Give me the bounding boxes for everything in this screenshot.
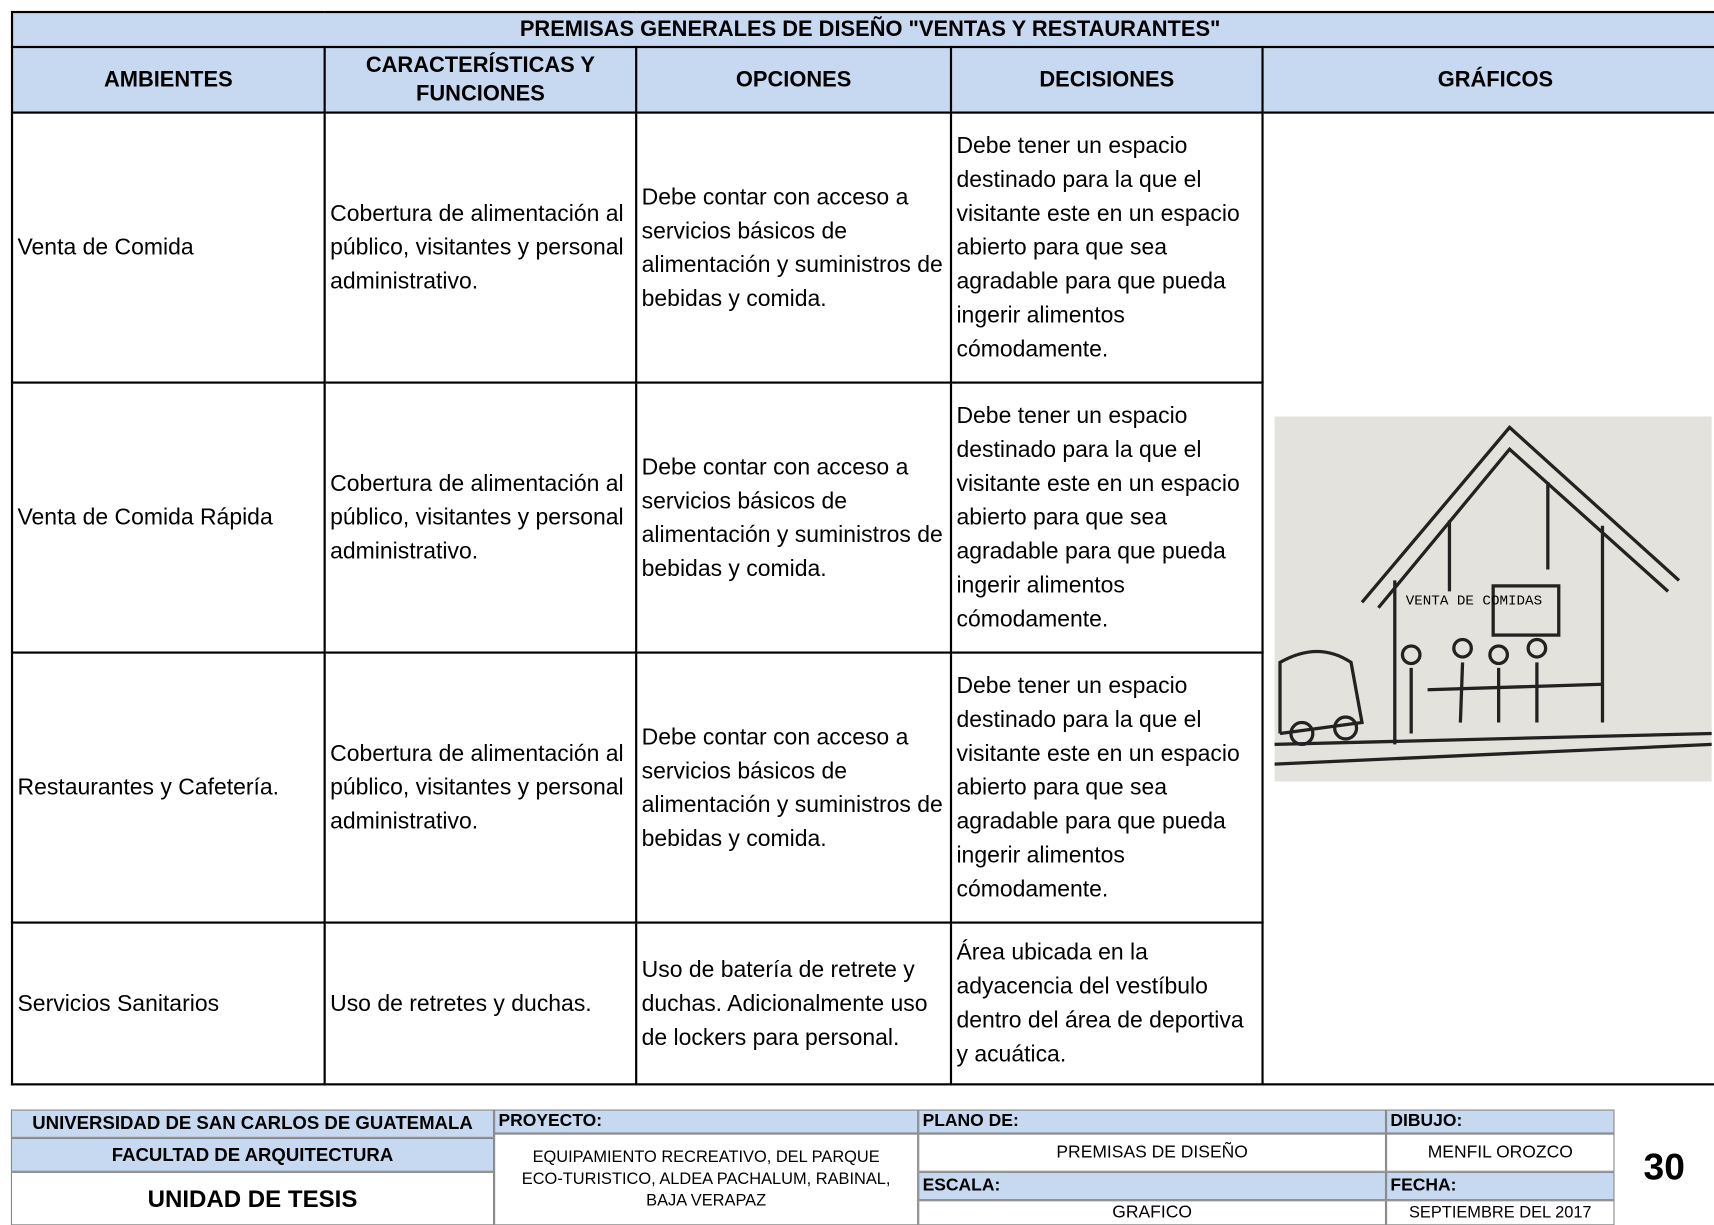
cell: Venta de Comida [10,111,326,384]
date-label: FECHA: [1386,1171,1615,1201]
unit: UNIDAD DE TESIS [10,1171,495,1225]
page-number: 30 [1643,1146,1685,1189]
graphic-cell: VENTA DE COMIDAS [1261,111,1714,1086]
project-label: PROYECTO: [494,1109,919,1134]
university: UNIVERSIDAD DE SAN CARLOS DE GUATEMALA [10,1109,495,1138]
project-value: EQUIPAMIENTO RECREATIVO, DEL PARQUE ECO-… [494,1133,919,1225]
premises-table: PREMISAS GENERALES DE DISEÑO "VENTAS Y R… [10,10,1714,1086]
cell: Servicios Sanitarios [10,921,326,1086]
cell: Debe tener un espacio destinado para la … [949,381,1264,654]
column-header: GRÁFICOS [1261,45,1714,114]
date-value: SEPTIEMBRE DEL 2017 [1386,1200,1615,1225]
cell: Cobertura de alimentación al público, vi… [323,381,638,654]
cell: Debe contar con acceso a servicios básic… [635,651,953,924]
sketch-label: VENTA DE COMIDAS [1406,593,1542,609]
cell: Área ubicada en la adyacencia del vestíb… [949,921,1264,1086]
plan-label: PLANO DE: [918,1109,1387,1134]
drawing-value: MENFIL OROZCO [1386,1133,1615,1172]
column-header: CARACTERÍSTICAS Y FUNCIONES [323,45,638,114]
cell: Debe tener un espacio destinado para la … [949,651,1264,924]
column-header: DECISIONES [949,45,1264,114]
column-header: AMBIENTES [10,45,326,114]
column-header: OPCIONES [635,45,953,114]
cell: Debe tener un espacio destinado para la … [949,111,1264,384]
cell: Uso de batería de retrete y duchas. Adic… [635,921,953,1086]
table-title: PREMISAS GENERALES DE DISEÑO "VENTAS Y R… [10,10,1714,49]
cell: Cobertura de alimentación al público, vi… [323,651,638,924]
faculty: FACULTAD DE ARQUITECTURA [10,1137,495,1172]
plan-value: PREMISAS DE DISEÑO [918,1133,1387,1172]
cell: Debe contar con acceso a servicios básic… [635,381,953,654]
scale-value: GRAFICO [918,1200,1387,1225]
drawing-label: DIBUJO: [1386,1109,1615,1134]
sketch: VENTA DE COMIDAS [1274,415,1712,782]
cell: Uso de retretes y duchas. [323,921,638,1086]
cell: Cobertura de alimentación al público, vi… [323,111,638,384]
scale-label: ESCALA: [918,1171,1387,1201]
cell: Venta de Comida Rápida [10,381,326,654]
cell: Restaurantes y Cafetería. [10,651,326,924]
cell: Debe contar con acceso a servicios básic… [635,111,953,384]
